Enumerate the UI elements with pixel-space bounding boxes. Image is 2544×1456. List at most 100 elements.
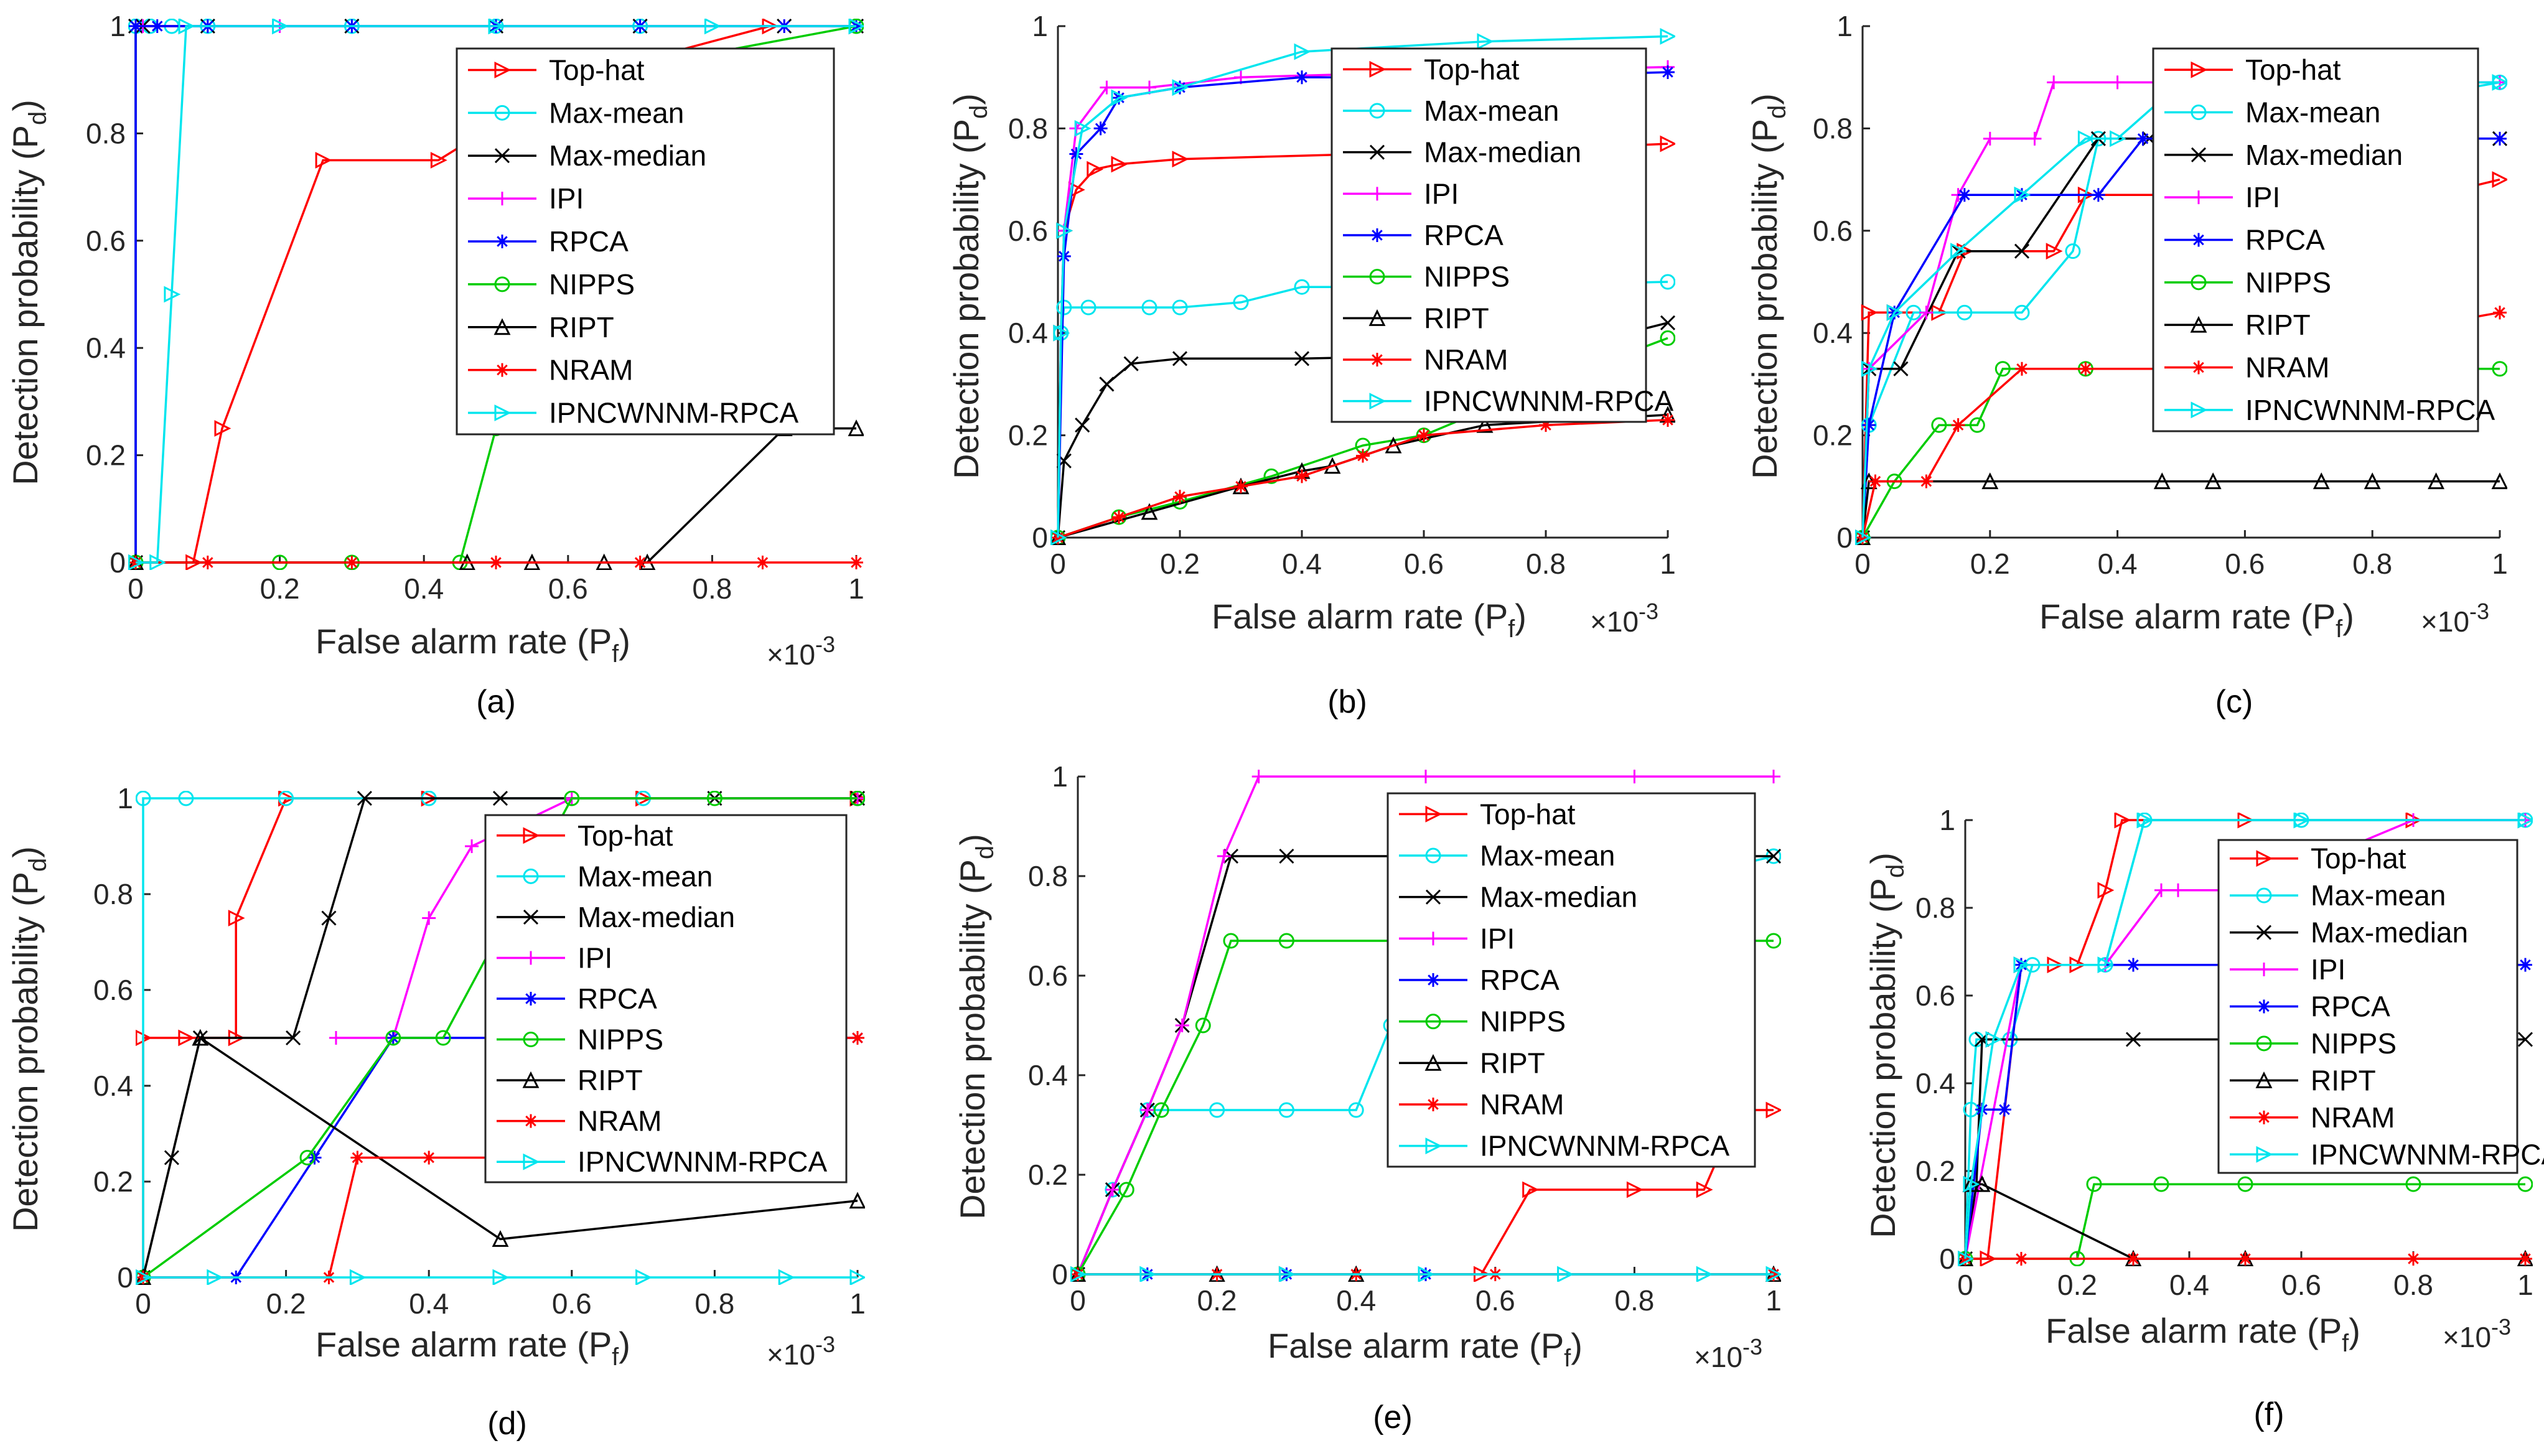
y-tick-label: 0.6 <box>1813 215 1853 247</box>
legend-item-ript: RIPT <box>2164 309 2311 341</box>
y-tick-label: 0.8 <box>1028 860 1068 892</box>
legend-item-max-mean: Max-mean <box>2230 879 2446 912</box>
data-point-nipps <box>1969 417 1985 433</box>
x-tick-label: 0 <box>1957 1269 1973 1301</box>
legend-label: Max-mean <box>578 860 713 892</box>
legend-label: NRAM <box>578 1105 662 1137</box>
legend-label: IPNCWNNM-RPCA <box>578 1146 828 1178</box>
x-tick-label: 0.6 <box>2281 1269 2321 1301</box>
data-point-nipps <box>2517 1176 2533 1192</box>
legend-label: IPI <box>2245 181 2280 213</box>
series-ipncwnnm-rpca <box>1070 1266 1781 1282</box>
legend-label: Max-mean <box>2311 879 2446 912</box>
data-point-nram <box>633 556 647 569</box>
legend-label: NRAM <box>2311 1101 2395 1134</box>
data-point-top-hat <box>1172 151 1189 168</box>
legend-marker <box>494 105 510 121</box>
data-point-ipncwnnm-rpca <box>1070 1266 1087 1282</box>
legend-marker <box>1370 353 1384 366</box>
data-point-ipncwnnm-rpca <box>704 19 721 35</box>
legend-marker <box>2192 233 2205 247</box>
x-tick-label: 0.2 <box>1970 548 2010 580</box>
legend-item-ipi: IPI <box>1343 177 1459 210</box>
data-point-ipi <box>422 911 436 925</box>
series-ipncwnnm-rpca <box>136 1269 865 1285</box>
legend-marker <box>523 909 539 925</box>
x-tick-label: 0.4 <box>2098 548 2138 580</box>
data-point-ipncwnnm-rpca <box>1477 33 1494 50</box>
x-tick-label: 0.6 <box>2225 548 2265 580</box>
legend-label: Max-mean <box>1424 95 1559 127</box>
data-point-ipncwnnm-rpca <box>128 554 145 570</box>
series-line-nram <box>1057 419 1668 539</box>
data-point-nipps <box>1223 933 1239 949</box>
x-tick-label: 1 <box>2492 548 2508 580</box>
data-point-nipps <box>849 791 865 806</box>
data-point-nram <box>2518 1252 2532 1266</box>
legend-marker <box>1424 1053 1442 1071</box>
x-tick-label: 0.2 <box>2057 1269 2097 1301</box>
y-tick-label: 1 <box>1052 760 1068 793</box>
x-axis-title: False alarm rate (Pf) <box>2046 1311 2360 1357</box>
data-point-nipps <box>1931 417 1947 433</box>
legend-item-nram: NRAM <box>468 354 633 386</box>
legend-label: Top-hat <box>1424 53 1520 85</box>
legend-marker <box>1425 1014 1441 1030</box>
legend-label: RIPT <box>2311 1064 2376 1096</box>
panel-label: (f) <box>2253 1396 2284 1432</box>
data-point-max-mean <box>178 791 194 806</box>
y-tick-label: 0.6 <box>86 225 126 257</box>
data-point-rpca <box>2091 188 2105 202</box>
legend-label: RIPT <box>549 311 614 343</box>
legend-label: RPCA <box>2311 991 2390 1023</box>
y-tick-label: 0 <box>1052 1258 1068 1290</box>
legend-marker <box>524 1114 538 1128</box>
legend-marker <box>2191 274 2207 291</box>
data-point-max-mean <box>1209 1102 1225 1118</box>
legend-label: IPNCWNNM-RPCA <box>1424 385 1674 418</box>
legend-item-ript: RIPT <box>2230 1064 2376 1096</box>
data-point-top-hat <box>1626 1181 1644 1198</box>
legend-label: NIPPS <box>1424 261 1510 293</box>
data-point-nipps <box>435 1030 451 1046</box>
y-axis-title: Detection probability (Pd) <box>947 93 993 479</box>
data-point-ipncwnnm-rpca <box>1053 324 1070 342</box>
legend-item-max-mean: Max-mean <box>497 860 713 892</box>
y-tick-label: 0 <box>110 546 126 579</box>
data-point-ipncwnnm-rpca <box>1139 1266 1157 1282</box>
data-point-nipps <box>1153 1102 1169 1118</box>
legend-marker <box>1369 144 1385 160</box>
legend-item-max-mean: Max-mean <box>1343 95 1559 127</box>
data-point-nram <box>2493 306 2507 320</box>
legend-item-top-hat: Top-hat <box>2230 842 2406 875</box>
legend-marker <box>2255 1071 2273 1088</box>
data-point-nram <box>1951 418 1965 432</box>
panel-label: (b) <box>1327 684 1367 720</box>
data-point-nipps <box>2492 361 2507 377</box>
data-point-ipncwnnm-rpca <box>1111 89 1128 106</box>
legend-marker <box>2191 61 2208 78</box>
y-tick-label: 0 <box>1032 521 1048 554</box>
series-nram <box>1958 1252 2532 1266</box>
data-point-top-hat <box>1696 1181 1713 1198</box>
y-tick-label: 1 <box>1939 804 1955 836</box>
legend-marker <box>2191 147 2207 162</box>
legend-marker <box>2256 850 2273 867</box>
legend-item-top-hat: Top-hat <box>468 54 645 86</box>
data-point-ipi <box>1100 80 1114 95</box>
data-point-nipps <box>2237 1176 2253 1192</box>
data-point-ipncwnnm-rpca <box>1765 1266 1781 1282</box>
legend-item-nram: NRAM <box>2164 352 2329 384</box>
data-point-rpca <box>1862 418 1876 432</box>
x-exponent-label: ×10-3 <box>1590 599 1658 638</box>
legend-item-ript: RIPT <box>468 311 614 343</box>
x-tick-label: 0 <box>1854 548 1871 580</box>
legend-label: RIPT <box>578 1064 643 1096</box>
legend-marker <box>1426 931 1440 946</box>
data-point-max-mean <box>1080 299 1097 315</box>
legend-item-nipps: NIPPS <box>1399 1006 1566 1038</box>
x-tick-label: 0 <box>1070 1284 1086 1317</box>
legend: Top-hat Max-mean Max-median IPI RPCA NIPPS RIP… <box>1387 792 1756 1168</box>
legend-marker <box>495 235 509 248</box>
data-point-ipncwnnm-rpca <box>1958 1250 1975 1266</box>
